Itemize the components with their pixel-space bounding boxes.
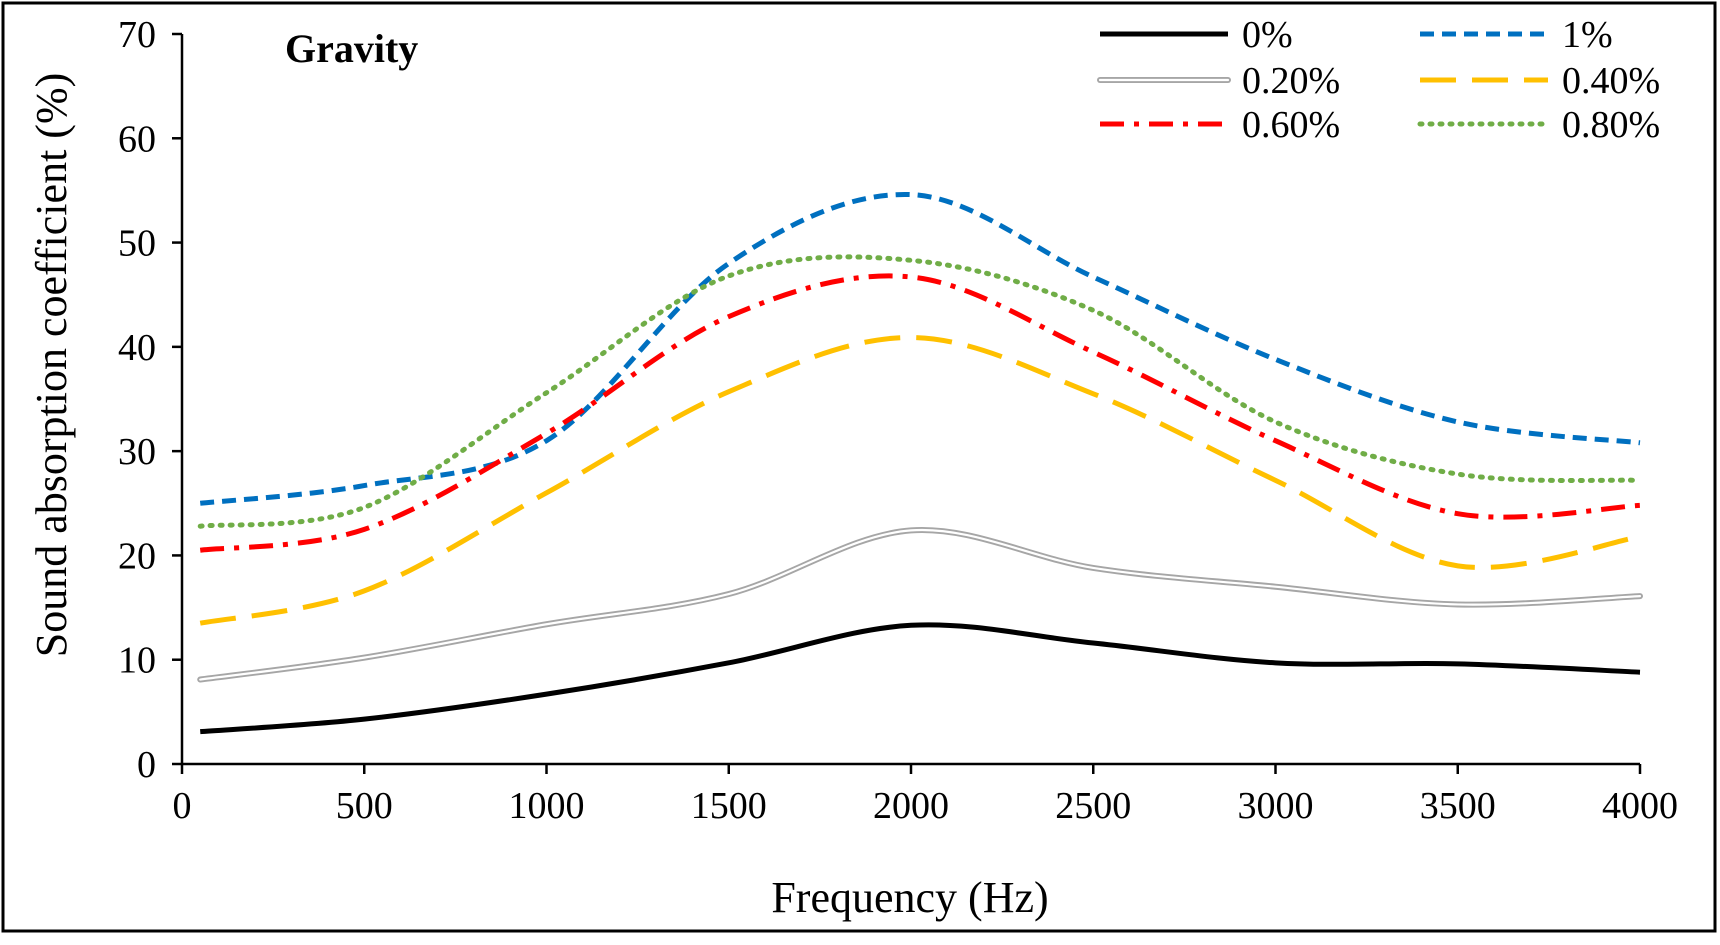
y-tick-label: 60 [118,118,156,160]
x-tick-label: 3500 [1420,785,1496,827]
y-tick-label: 70 [118,14,156,56]
y-axis-title: Sound absorption coefficient (%) [27,73,76,657]
x-tick-label: 4000 [1602,785,1678,827]
x-tick-label: 3000 [1238,785,1314,827]
legend-label: 0% [1242,14,1293,56]
y-tick-label: 20 [118,535,156,577]
x-tick-label: 2500 [1055,785,1131,827]
legend-label: 0.20% [1242,60,1340,102]
y-tick-label: 10 [118,640,156,682]
x-tick-label: 1000 [509,785,585,827]
legend-label: 1% [1562,14,1613,56]
y-tick-label: 50 [118,223,156,265]
x-tick-label: 500 [336,785,393,827]
legend-label: 0.80% [1562,104,1660,146]
y-tick-label: 30 [118,431,156,473]
panel-title: Gravity [285,26,418,71]
x-axis-title: Frequency (Hz) [771,873,1048,922]
legend-label: 0.60% [1242,104,1340,146]
x-tick-label: 0 [173,785,192,827]
y-tick-label: 0 [137,744,156,786]
x-tick-label: 1500 [691,785,767,827]
y-tick-label: 40 [118,327,156,369]
x-tick-label: 2000 [873,785,949,827]
legend-label: 0.40% [1562,60,1660,102]
